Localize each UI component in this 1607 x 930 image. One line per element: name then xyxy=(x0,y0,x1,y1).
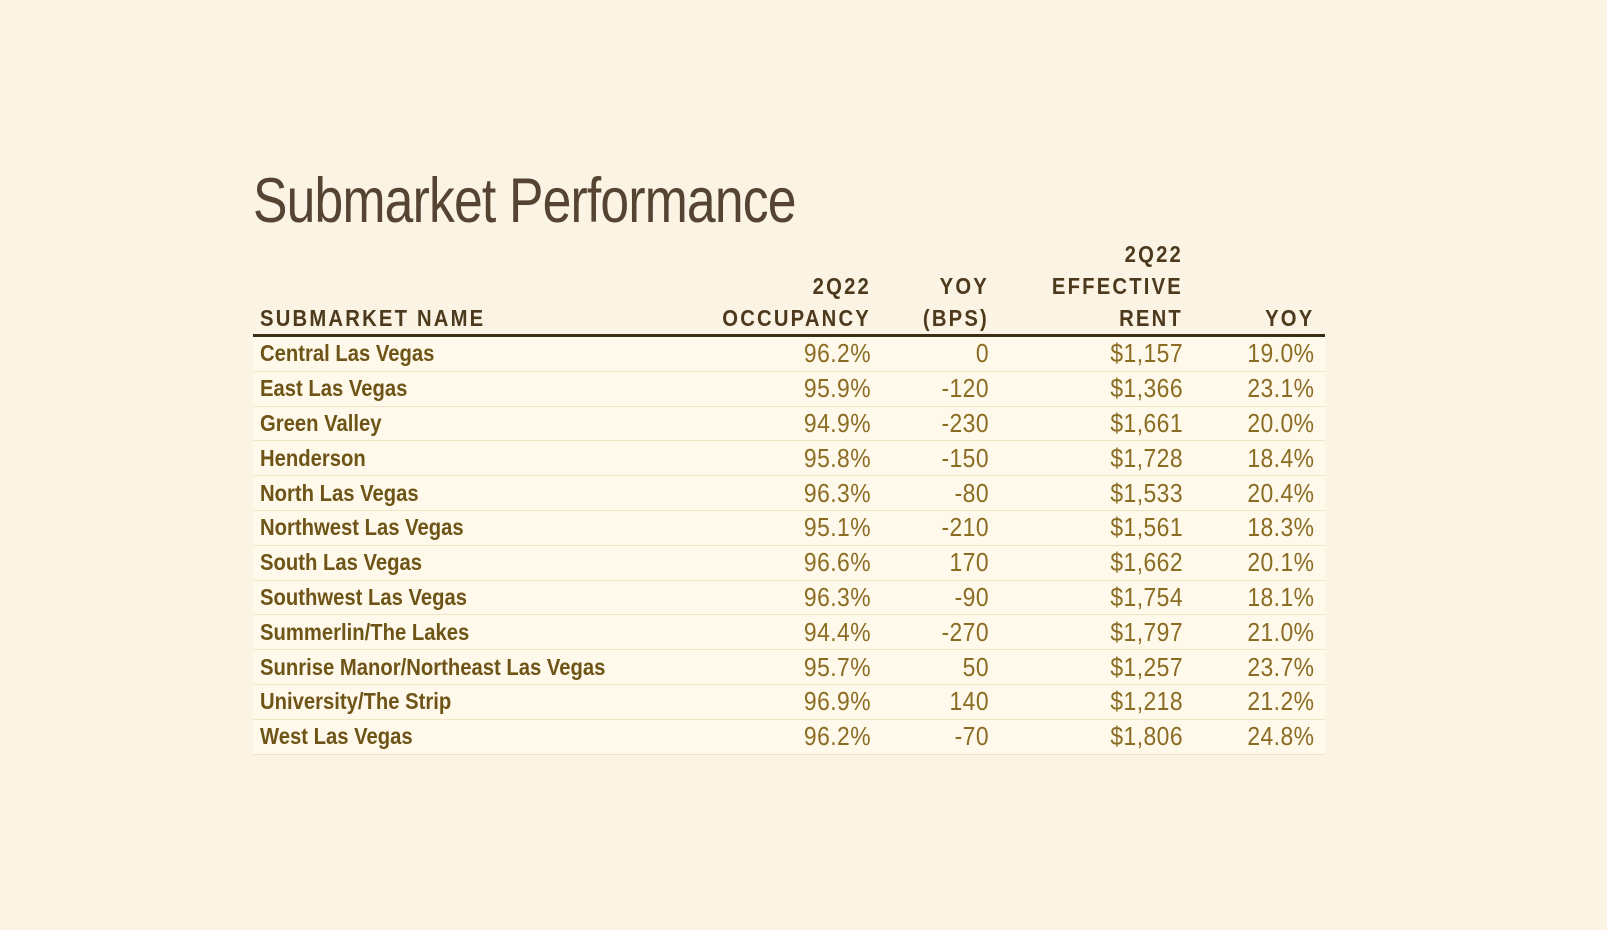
cell-yoy_bps: -270 xyxy=(941,616,989,647)
cell-yoy: 21.0% xyxy=(1247,616,1315,647)
cell-effective_rent_2q22: $1,806 xyxy=(1110,721,1183,752)
cell-submarket_name: Northwest Las Vegas xyxy=(260,514,464,541)
cell-effective_rent_2q22: $1,754 xyxy=(1110,581,1183,612)
header-cell-occupancy-2q22: 2Q22 OCCUPANCY xyxy=(722,273,871,331)
page-title: Submarket Performance xyxy=(253,166,796,237)
cell-occupancy_2q22: 96.2% xyxy=(803,721,871,752)
cell-yoy: 19.0% xyxy=(1247,338,1315,369)
table-row: Sunrise Manor/Northeast Las Vegas 95.7% 50… xyxy=(253,650,1325,685)
cell-yoy_bps: -150 xyxy=(941,442,989,473)
table-row: West Las Vegas 96.2% -70 $1,806 24.8% xyxy=(253,719,1325,755)
cell-occupancy_2q22: 96.3% xyxy=(803,581,871,612)
cell-yoy: 20.1% xyxy=(1247,547,1315,578)
cell-occupancy_2q22: 94.4% xyxy=(803,616,871,647)
header-cell-yoy: YOY xyxy=(1265,305,1315,331)
cell-yoy: 18.3% xyxy=(1247,512,1315,543)
table-header: SUBMARKET NAME 2Q22 OCCUPANCY YOY (BPS) … xyxy=(253,238,1325,337)
cell-effective_rent_2q22: $1,728 xyxy=(1110,442,1183,473)
cell-effective_rent_2q22: $1,366 xyxy=(1110,373,1183,404)
submarket-performance-table: SUBMARKET NAME 2Q22 OCCUPANCY YOY (BPS) … xyxy=(253,238,1325,755)
cell-yoy_bps: 50 xyxy=(962,651,989,682)
table-row: Southwest Las Vegas 96.3% -90 $1,754 18.1% xyxy=(253,580,1325,616)
cell-effective_rent_2q22: $1,157 xyxy=(1110,338,1183,369)
cell-effective_rent_2q22: $1,218 xyxy=(1110,686,1183,717)
cell-occupancy_2q22: 96.2% xyxy=(803,338,871,369)
cell-occupancy_2q22: 94.9% xyxy=(803,407,871,438)
cell-submarket_name: Henderson xyxy=(260,444,366,471)
cell-occupancy_2q22: 96.6% xyxy=(803,547,871,578)
cell-effective_rent_2q22: $1,661 xyxy=(1110,407,1183,438)
cell-yoy: 20.4% xyxy=(1247,477,1315,508)
table-row: University/The Strip 96.9% 140 $1,218 21.2% xyxy=(253,684,1325,720)
cell-yoy_bps: 140 xyxy=(949,686,989,717)
cell-effective_rent_2q22: $1,797 xyxy=(1110,616,1183,647)
cell-yoy: 23.1% xyxy=(1247,373,1315,404)
cell-occupancy_2q22: 95.1% xyxy=(803,512,871,543)
cell-yoy: 20.0% xyxy=(1247,407,1315,438)
cell-yoy_bps: -210 xyxy=(941,512,989,543)
cell-effective_rent_2q22: $1,533 xyxy=(1110,477,1183,508)
cell-submarket_name: North Las Vegas xyxy=(260,479,419,506)
cell-yoy: 21.2% xyxy=(1247,686,1315,717)
cell-yoy_bps: -80 xyxy=(954,477,989,508)
cell-yoy: 18.4% xyxy=(1247,442,1315,473)
cell-yoy: 18.1% xyxy=(1247,581,1315,612)
table-row: Summerlin/The Lakes 94.4% -270 $1,797 21.0% xyxy=(253,615,1325,651)
cell-submarket_name: Central Las Vegas xyxy=(260,340,435,367)
cell-occupancy_2q22: 95.7% xyxy=(803,651,871,682)
table-body: Central Las Vegas 96.2% 0 $1,157 19.0% East L… xyxy=(253,337,1325,755)
cell-effective_rent_2q22: $1,257 xyxy=(1110,651,1183,682)
cell-yoy: 24.8% xyxy=(1247,721,1315,752)
table-row: South Las Vegas 96.6% 170 $1,662 20.1% xyxy=(253,545,1325,581)
table-row: Central Las Vegas 96.2% 0 $1,157 19.0% xyxy=(253,337,1325,372)
cell-submarket_name: Sunrise Manor/Northeast Las Vegas xyxy=(260,653,606,680)
cell-yoy_bps: 0 xyxy=(975,338,989,369)
cell-submarket_name: Southwest Las Vegas xyxy=(260,583,468,610)
cell-yoy_bps: -120 xyxy=(941,373,989,404)
header-cell-effective-rent-2q22: 2Q22 EFFECTIVE RENT xyxy=(1051,241,1183,331)
table-row: East Las Vegas 95.9% -120 $1,366 23.1% xyxy=(253,371,1325,407)
cell-effective_rent_2q22: $1,561 xyxy=(1110,512,1183,543)
cell-submarket_name: West Las Vegas xyxy=(260,723,413,750)
table-row: Northwest Las Vegas 95.1% -210 $1,561 18.3% xyxy=(253,510,1325,546)
table-row: North Las Vegas 96.3% -80 $1,533 20.4% xyxy=(253,476,1325,511)
cell-yoy: 23.7% xyxy=(1247,651,1315,682)
header-cell-yoy-bps: YOY (BPS) xyxy=(922,273,989,331)
cell-submarket_name: South Las Vegas xyxy=(260,549,423,576)
cell-submarket_name: Green Valley xyxy=(260,409,382,436)
cell-occupancy_2q22: 95.8% xyxy=(803,442,871,473)
cell-yoy_bps: 170 xyxy=(949,547,989,578)
cell-yoy_bps: -90 xyxy=(954,581,989,612)
cell-occupancy_2q22: 96.9% xyxy=(803,686,871,717)
cell-submarket_name: Summerlin/The Lakes xyxy=(260,618,470,645)
cell-submarket_name: East Las Vegas xyxy=(260,375,408,402)
table-row: Henderson 95.8% -150 $1,728 18.4% xyxy=(253,441,1325,477)
header-cell-submarket-name: SUBMARKET NAME xyxy=(260,305,486,331)
cell-submarket_name: University/The Strip xyxy=(260,688,452,715)
table-row: Green Valley 94.9% -230 $1,661 20.0% xyxy=(253,406,1325,442)
cell-yoy_bps: -230 xyxy=(941,407,989,438)
cell-occupancy_2q22: 96.3% xyxy=(803,477,871,508)
cell-effective_rent_2q22: $1,662 xyxy=(1110,547,1183,578)
cell-yoy_bps: -70 xyxy=(954,721,989,752)
cell-occupancy_2q22: 95.9% xyxy=(803,373,871,404)
